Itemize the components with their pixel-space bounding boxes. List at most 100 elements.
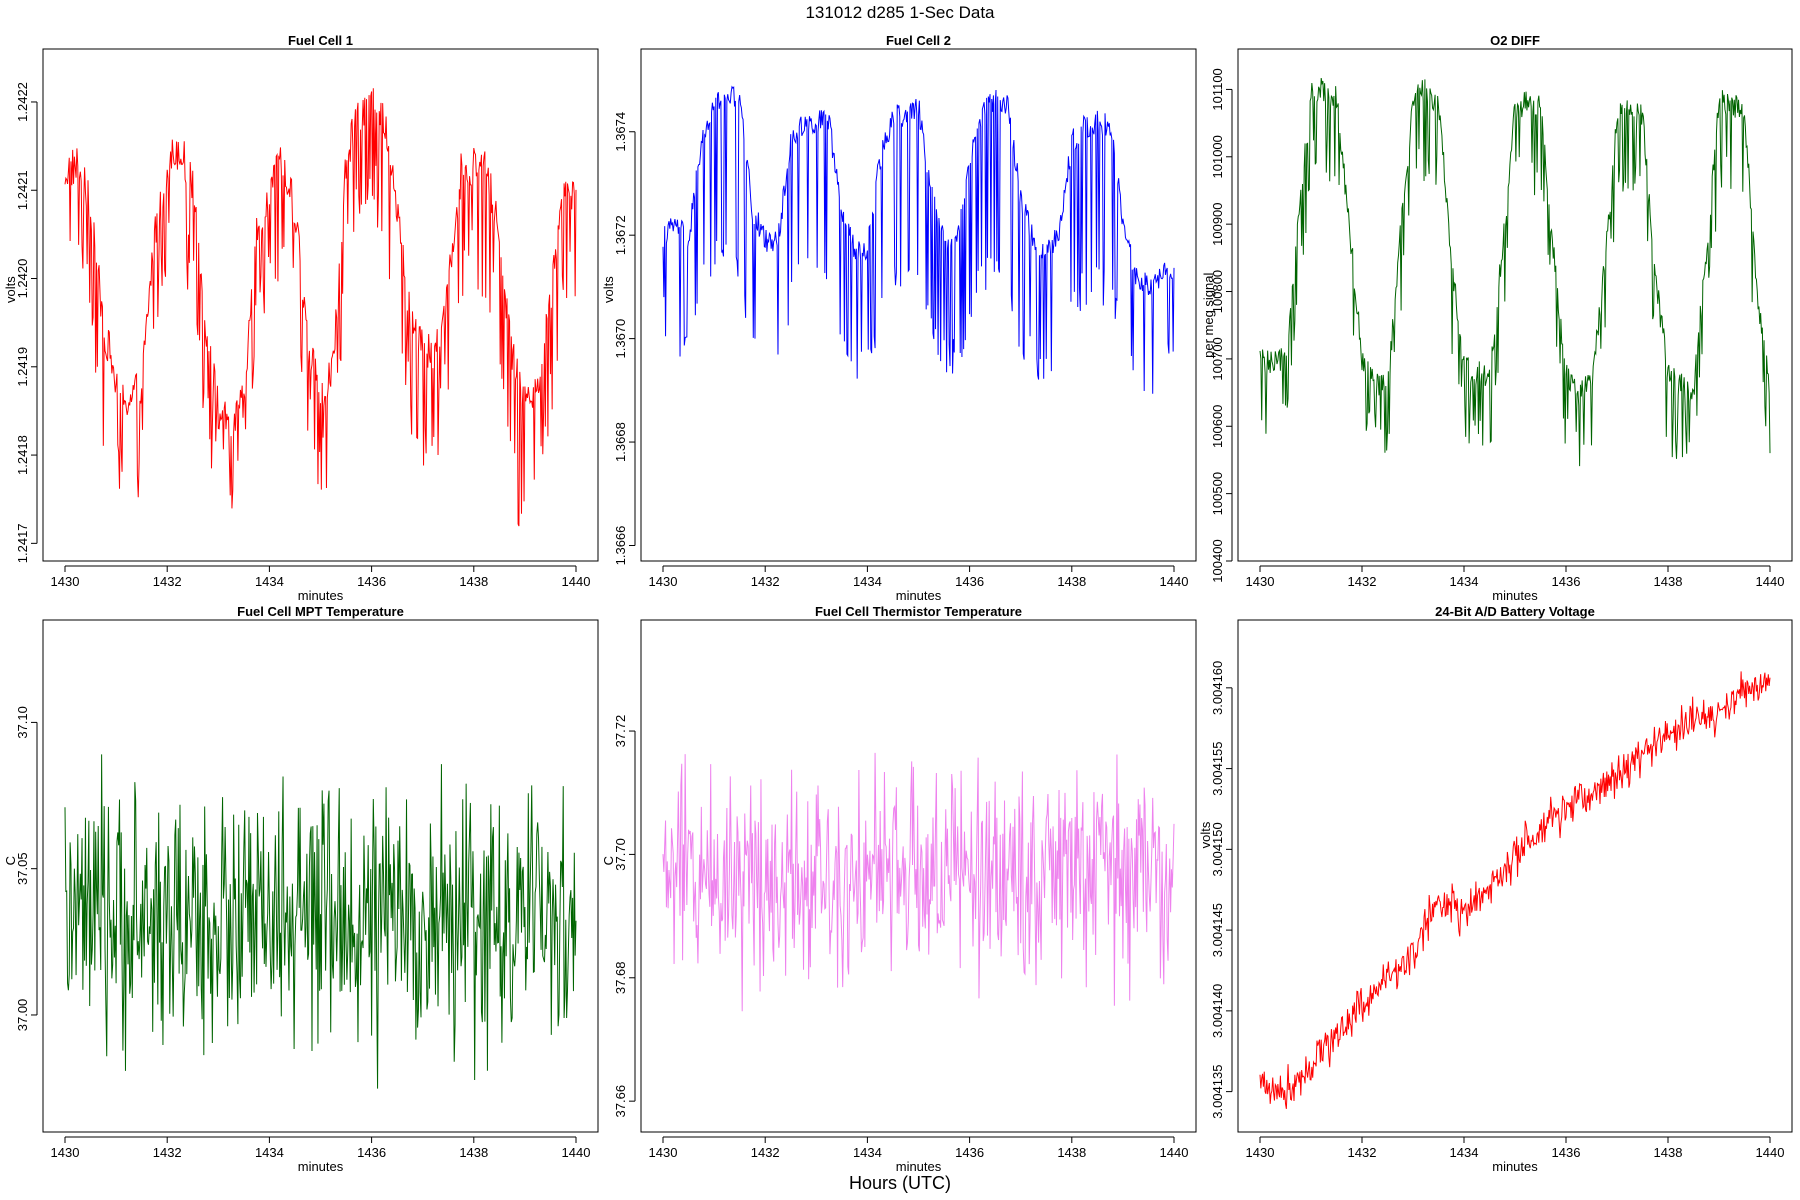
x-tick-label: 1436 <box>1552 1145 1581 1160</box>
x-tick-label: 1434 <box>853 1145 882 1160</box>
x-tick-label: 1432 <box>153 574 182 589</box>
y-tick-label: 37.66 <box>613 1085 628 1118</box>
x-tick-label: 1432 <box>153 1145 182 1160</box>
y-tick-label: 37.10 <box>15 706 30 739</box>
y-tick-label: 100800 <box>1210 270 1225 313</box>
x-tick-label: 1440 <box>1756 574 1785 589</box>
y-tick-label: 37.00 <box>15 999 30 1032</box>
chart-title: 24-Bit A/D Battery Voltage <box>1435 604 1595 619</box>
x-tick-label: 1440 <box>562 1145 591 1160</box>
x-tick-label: 1438 <box>1057 1145 1086 1160</box>
x-tick-label: 1430 <box>51 1145 80 1160</box>
x-tick-label: 1440 <box>1160 1145 1189 1160</box>
series-line <box>1259 77 1771 467</box>
chart-panels: Fuel Cell 1 1430 1432 1434 1436 1438 1440 minut… <box>3 33 1793 1174</box>
x-tick-label: 1438 <box>1654 1145 1683 1160</box>
y-axis-label: volts <box>3 276 18 303</box>
y-tick-label: 37.68 <box>613 962 628 995</box>
series-line <box>662 752 1175 1012</box>
x-tick-label: 1430 <box>1246 574 1275 589</box>
y-axis-label: volts <box>601 276 616 303</box>
x-tick-label: 1432 <box>1348 574 1377 589</box>
x-tick-label: 1438 <box>1654 574 1683 589</box>
plot-frame <box>42 48 599 562</box>
x-tick-label: 1440 <box>1160 574 1189 589</box>
y-tick-label: 1.3670 <box>613 319 628 359</box>
y-tick-label: 1.2422 <box>15 82 30 122</box>
y-tick-label: 37.05 <box>15 852 30 885</box>
x-tick-label: 1438 <box>459 1145 488 1160</box>
x-tick-label: 1430 <box>649 1145 678 1160</box>
y-tick-label: 3.004140 <box>1210 984 1225 1038</box>
chart-panel-5: Fuel Cell Thermistor Temperature 1430 1432… <box>601 604 1197 1174</box>
x-tick-label: 1430 <box>649 574 678 589</box>
y-tick-label: 37.72 <box>613 715 628 748</box>
x-tick-label: 1436 <box>955 1145 984 1160</box>
y-tick-label: 100500 <box>1210 472 1225 515</box>
y-tick-label: 100400 <box>1210 539 1225 582</box>
y-tick-label: 101100 <box>1210 68 1225 110</box>
y-tick-label: 100900 <box>1210 202 1225 245</box>
chart-panel-2: Fuel Cell 2 1430 1432 1434 1436 1438 1440 minut… <box>601 33 1197 603</box>
y-tick-label: 1.2421 <box>15 170 30 210</box>
x-tick-label: 1440 <box>1756 1145 1785 1160</box>
y-tick-label: 1.2420 <box>15 259 30 299</box>
y-axis-label: C <box>3 856 18 865</box>
x-tick-label: 1432 <box>1348 1145 1377 1160</box>
chart-panel-1: Fuel Cell 1 1430 1432 1434 1436 1438 1440 minut… <box>3 33 599 603</box>
y-tick-label: 1.3666 <box>613 526 628 566</box>
y-tick-label: 3.004135 <box>1210 1065 1225 1119</box>
y-tick-label: 1.2418 <box>15 435 30 475</box>
plot-frame <box>1237 619 1793 1133</box>
plot-frame <box>640 48 1197 562</box>
x-tick-label: 1430 <box>1246 1145 1275 1160</box>
chart-panel-6: 24-Bit A/D Battery Voltage 1430 1432 1434 14… <box>1198 604 1793 1174</box>
y-tick-label: 1.2417 <box>15 523 30 563</box>
x-axis-label: minutes <box>298 588 344 603</box>
series-line <box>64 88 577 527</box>
chart-title: Fuel Cell MPT Temperature <box>237 604 404 619</box>
x-axis-label: minutes <box>1492 588 1538 603</box>
chart-panel-4: Fuel Cell MPT Temperature 1430 1432 1434 143… <box>3 604 599 1174</box>
plot-frame <box>1237 48 1793 562</box>
series-line <box>1259 671 1771 1109</box>
series-line <box>64 754 577 1089</box>
x-tick-label: 1436 <box>955 574 984 589</box>
x-tick-label: 1432 <box>751 1145 780 1160</box>
x-axis-label: minutes <box>298 1159 344 1174</box>
x-tick-label: 1440 <box>562 574 591 589</box>
plot-frame <box>640 619 1197 1133</box>
y-axis-label: C <box>601 856 616 865</box>
chart-panel-3: O2 DIFF 1430 1432 1434 1436 1438 1440 minutes 10… <box>1201 33 1793 603</box>
x-tick-label: 1438 <box>459 574 488 589</box>
x-axis-label: minutes <box>1492 1159 1538 1174</box>
y-tick-label: 1.2419 <box>15 347 30 387</box>
y-tick-label: 3.004155 <box>1210 741 1225 795</box>
x-tick-label: 1432 <box>751 574 780 589</box>
x-axis-label: minutes <box>896 1159 942 1174</box>
y-axis-label: per meg signal <box>1201 273 1216 358</box>
y-tick-label: 3.004160 <box>1210 661 1225 715</box>
chart-title: Fuel Cell 2 <box>886 33 951 48</box>
x-tick-label: 1436 <box>357 574 386 589</box>
y-tick-label: 100700 <box>1210 337 1225 380</box>
y-tick-label: 1.3668 <box>613 422 628 462</box>
x-tick-label: 1436 <box>357 1145 386 1160</box>
y-tick-label: 1.3672 <box>613 215 628 255</box>
y-tick-label: 3.004150 <box>1210 822 1225 876</box>
y-tick-label: 101000 <box>1210 135 1225 178</box>
chart-title: Fuel Cell Thermistor Temperature <box>815 604 1022 619</box>
x-axis-label: minutes <box>896 588 942 603</box>
x-tick-label: 1434 <box>255 574 284 589</box>
x-tick-label: 1434 <box>1450 1145 1479 1160</box>
y-tick-label: 1.3674 <box>613 112 628 152</box>
x-tick-label: 1434 <box>255 1145 284 1160</box>
x-tick-label: 1438 <box>1057 574 1086 589</box>
figure-footer-label: Hours (UTC) <box>849 1173 951 1193</box>
plot-frame <box>42 619 599 1133</box>
x-tick-label: 1430 <box>51 574 80 589</box>
y-tick-label: 3.004145 <box>1210 903 1225 957</box>
y-axis-label: volts <box>1198 821 1213 848</box>
chart-title: O2 DIFF <box>1490 33 1540 48</box>
